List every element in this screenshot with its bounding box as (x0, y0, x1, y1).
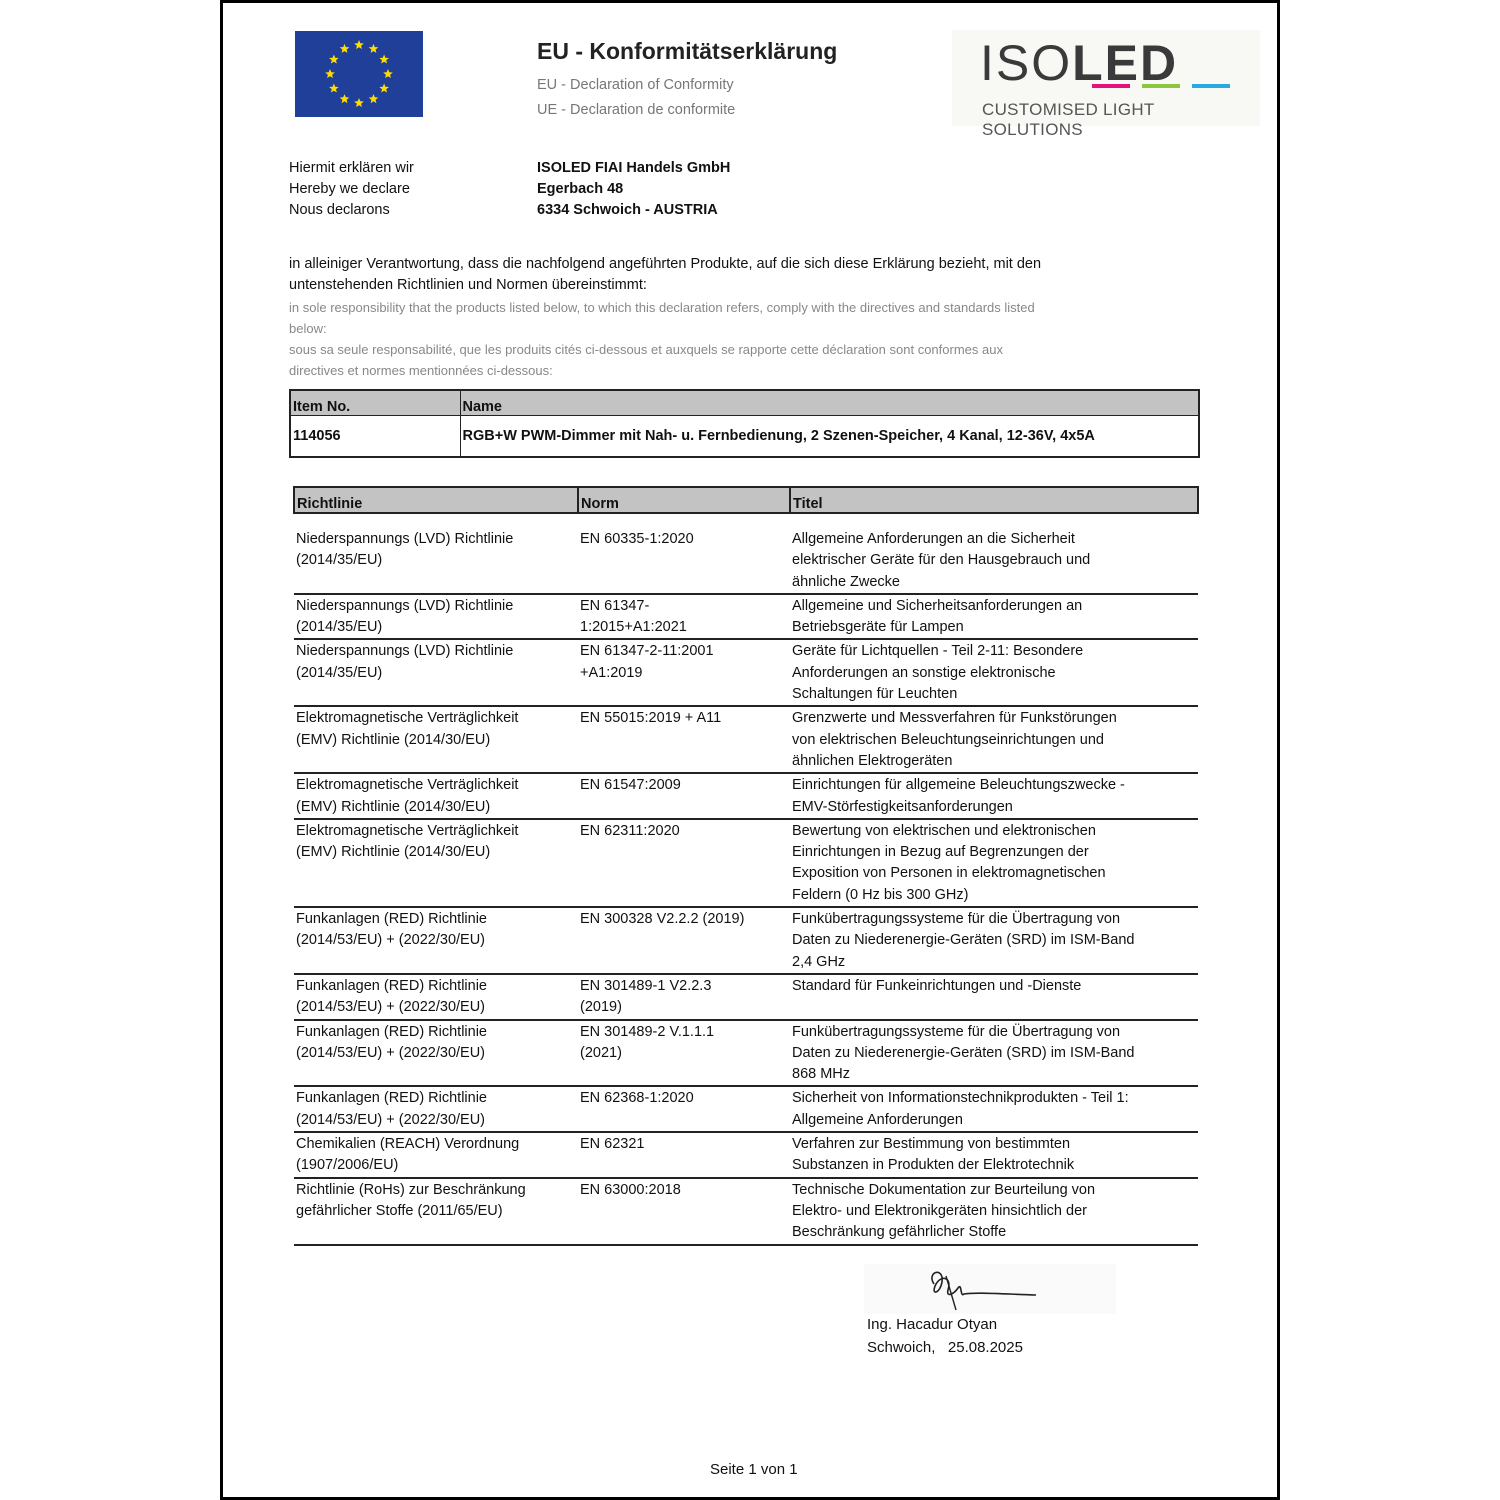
eu-flag-logo (295, 31, 423, 117)
product-name: RGB+W PWM-Dimmer mit Nah- u. Fernbedienu… (459, 415, 1200, 458)
table-row: Chemikalien (REACH) Verordnung (1907/200… (294, 1132, 1198, 1179)
star-icon (368, 43, 379, 53)
cell-titel: Geräte für Lichtquellen - Teil 2-11: Bes… (792, 643, 1084, 703)
isoled-logo: ISOLED CUSTOMISED LIGHT SOLUTIONS (952, 30, 1260, 139)
declarant-address: ISOLED FIAI Handels GmbH Egerbach 48 633… (537, 158, 730, 221)
statement-en: in sole responsibility that the products… (289, 299, 1035, 336)
table-row: Elektromagnetische Verträglichkeit (EMV)… (294, 818, 1198, 909)
star-icon (354, 98, 364, 107)
cell-norm: EN 55015:2019 + A11 (580, 710, 722, 727)
cell-richtlinie: Niederspannungs (LVD) Richtlinie (2014/3… (296, 643, 514, 681)
header-item-no: Item No. (289, 389, 461, 416)
statement-fr: sous sa seule responsabilité, que les pr… (289, 342, 1003, 379)
declaration-statement: in alleiniger Verantwortung, dass die na… (289, 254, 1049, 382)
cell-norm: EN 61347-2-11:2001 +A1:2019 (580, 643, 714, 681)
company-street: Egerbach 48 (537, 181, 624, 197)
table-row: Richtlinie (RoHs) zur Beschränkung gefäh… (294, 1177, 1198, 1246)
cell-norm: EN 301489-1 V2.2.3 (2019) (580, 977, 712, 1016)
cell-titel: Technische Dokumentation zur Beurteilung… (792, 1181, 1096, 1241)
table-row: Niederspannungs (LVD) Richtlinie (2014/3… (294, 593, 1198, 641)
cell-richtlinie: Niederspannungs (LVD) Richtlinie (2014/3… (296, 531, 514, 569)
cell-richtlinie: Elektromagnetische Verträglichkeit (EMV)… (296, 777, 519, 815)
cell-richtlinie: Niederspannungs (LVD) Richtlinie (2014/3… (296, 597, 514, 636)
header-richtlinie: Richtlinie (293, 486, 579, 514)
subtitle-en: EU - Declaration of Conformity (537, 77, 734, 93)
header-name: Name (459, 389, 1200, 416)
table-row: Funkanlagen (RED) Richtlinie (2014/53/EU… (294, 907, 1198, 975)
cell-titel: Allgemeine Anforderungen an die Sicherhe… (792, 531, 1091, 590)
standards-table: Richtlinie Norm Titel Niederspannungs (L… (293, 486, 1199, 1246)
table-row: Niederspannungs (LVD) Richtlinie (2014/3… (294, 528, 1198, 595)
company-name: ISOLED FIAI Handels GmbH (537, 160, 731, 176)
table-row: Elektromagnetische Verträglichkeit (EMV)… (294, 773, 1198, 820)
cell-norm: EN 62368-1:2020 (580, 1090, 694, 1107)
logo-tagline: CUSTOMISED LIGHT SOLUTIONS (982, 100, 1155, 139)
item-no: 114056 (289, 415, 461, 458)
cell-norm: EN 300328 V2.2.2 (2019) (580, 911, 745, 928)
star-icon (368, 94, 379, 104)
signature-image (864, 1264, 1116, 1314)
star-icon (329, 83, 339, 93)
star-icon (383, 69, 393, 78)
cell-richtlinie: Elektromagnetische Verträglichkeit (EMV)… (296, 822, 519, 861)
cell-titel: Allgemeine und Sicherheitsanforderungen … (792, 597, 1083, 636)
cell-titel: Sicherheit von Informationstechnikproduk… (792, 1090, 1129, 1128)
logo-bar-magenta (1092, 84, 1130, 88)
logo-bar-green (1142, 84, 1180, 88)
table-row: Funkanlagen (RED) Richtlinie (2014/53/EU… (294, 1019, 1198, 1088)
table-row: Niederspannungs (LVD) Richtlinie (2014/3… (294, 639, 1198, 708)
star-icon (339, 43, 350, 53)
page-number: Seite 1 von 1 (710, 1461, 798, 1478)
cell-norm: EN 62311:2020 (580, 822, 680, 839)
cell-titel: Verfahren zur Bestimmung von bestimmten … (792, 1136, 1075, 1174)
cell-richtlinie: Chemikalien (REACH) Verordnung (1907/200… (296, 1136, 520, 1174)
cell-titel: Funkübertragungssysteme für die Übertrag… (792, 911, 1135, 970)
cell-norm: EN 60335-1:2020 (580, 531, 694, 547)
star-icon (329, 54, 339, 64)
header-norm: Norm (577, 486, 791, 514)
cell-richtlinie: Funkanlagen (RED) Richtlinie (2014/53/EU… (296, 977, 487, 1016)
page-title: EU - Konformitätserklärung (537, 38, 838, 64)
cell-norm: EN 63000:2018 (580, 1181, 681, 1198)
label-de: Hiermit erklären wir (289, 160, 414, 176)
cell-titel: Standard für Funkeinrichtungen und -Dien… (792, 977, 1082, 994)
eu-stars-icon (325, 40, 393, 107)
cell-richtlinie: Richtlinie (RoHs) zur Beschränkung gefäh… (296, 1181, 526, 1219)
header-titel: Titel (789, 486, 1199, 514)
label-en: Hereby we declare (289, 181, 410, 197)
cell-norm: EN 61547:2009 (580, 777, 681, 794)
cell-norm: EN 61347-1:2015+A1:2021 (580, 597, 687, 636)
statement-de: in alleiniger Verantwortung, dass die na… (289, 256, 1042, 294)
cell-richtlinie: Elektromagnetische Verträglichkeit (EMV)… (296, 710, 519, 748)
cell-titel: Einrichtungen für allgemeine Beleuchtung… (792, 777, 1125, 815)
star-icon (379, 83, 389, 93)
star-icon (354, 40, 364, 49)
table-row: Elektromagnetische Verträglichkeit (EMV)… (294, 706, 1198, 775)
logo-bar-blue (1192, 84, 1230, 88)
cell-titel: Funkübertragungssysteme für die Übertrag… (792, 1023, 1135, 1083)
product-table: Item No. Name 114056 RGB+W PWM-Dimmer mi… (289, 389, 1200, 458)
signature-place-date: Schwoich, 25.08.2025 (867, 1339, 1023, 1356)
star-icon (339, 94, 350, 104)
cell-titel: Bewertung von elektrischen und elektroni… (792, 822, 1106, 903)
table-row: Funkanlagen (RED) Richtlinie (2014/53/EU… (294, 1086, 1198, 1134)
signature-place: Schwoich, (867, 1339, 936, 1356)
subtitle-fr: UE - Declaration de conformite (537, 102, 736, 118)
cell-richtlinie: Funkanlagen (RED) Richtlinie (2014/53/EU… (296, 1023, 487, 1061)
star-icon (325, 69, 335, 78)
declarant-labels: Hiermit erklären wir Hereby we declare N… (289, 158, 414, 221)
company-city: 6334 Schwoich - AUSTRIA (537, 202, 718, 218)
signature-date: 25.08.2025 (947, 1339, 1023, 1356)
cell-richtlinie: Funkanlagen (RED) Richtlinie (2014/53/EU… (296, 911, 487, 949)
label-fr: Nous declarons (289, 202, 390, 218)
signature-scribble-icon (931, 1271, 1037, 1311)
signatory-name: Ing. Hacadur Otyan (867, 1316, 998, 1333)
cell-norm: EN 301489-2 V.1.1.1 (2021) (580, 1023, 715, 1061)
cell-norm: EN 62321 (580, 1136, 645, 1153)
cell-titel: Grenzwerte und Messverfahren für Funkstö… (792, 710, 1117, 769)
star-icon (379, 54, 389, 64)
table-row: Funkanlagen (RED) Richtlinie (2014/53/EU… (294, 973, 1198, 1021)
cell-richtlinie: Funkanlagen (RED) Richtlinie (2014/53/EU… (296, 1090, 487, 1128)
